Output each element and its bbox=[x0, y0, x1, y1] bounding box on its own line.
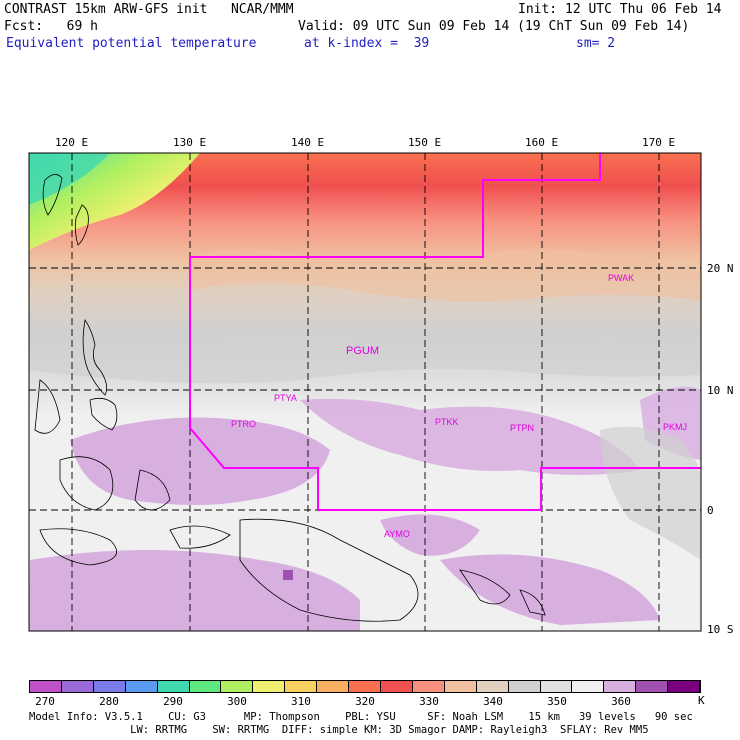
colorbar-label: 330 bbox=[419, 695, 439, 708]
colorbar-swatch bbox=[572, 681, 605, 692]
colorbar-swatch bbox=[349, 681, 381, 692]
colorbar-unit: K bbox=[698, 694, 705, 707]
station-pkmj: PKMJ bbox=[663, 422, 687, 432]
station-ptya: PTYA bbox=[274, 393, 297, 403]
lat-label: 10 N bbox=[707, 384, 734, 397]
colorbar-swatch bbox=[668, 681, 701, 692]
station-pwak: PWAK bbox=[608, 273, 634, 283]
colorbar-label: 280 bbox=[99, 695, 119, 708]
colorbar-swatch bbox=[221, 681, 254, 692]
colorbar-swatch bbox=[189, 681, 222, 692]
colorbar-label: 320 bbox=[355, 695, 375, 708]
valid-time: Valid: 09 UTC Sun 09 Feb 14 (19 ChT Sun … bbox=[298, 19, 690, 34]
colorbar-swatch bbox=[412, 681, 445, 692]
colorbar-swatch bbox=[30, 681, 62, 692]
colorbar-label: 290 bbox=[163, 695, 183, 708]
station-aymo: AYMO bbox=[384, 529, 410, 539]
colorbar-swatch bbox=[540, 681, 573, 692]
colorbar-swatch bbox=[636, 681, 669, 692]
domain-boundary bbox=[189, 153, 701, 511]
lon-label: 120 E bbox=[55, 136, 89, 149]
colorbar-swatch bbox=[604, 681, 637, 692]
station-ptkk: PTKK bbox=[435, 417, 459, 427]
lat-label: 20 N bbox=[707, 262, 734, 275]
smoothing-info: sm= 2 bbox=[576, 36, 616, 51]
colorbar-swatch bbox=[476, 681, 509, 692]
colorbar-label: 360 bbox=[611, 695, 631, 708]
init-time: Init: 12 UTC Thu 06 Feb 14 bbox=[518, 2, 722, 17]
lon-label: 140 E bbox=[291, 136, 325, 149]
colorbar-label: 310 bbox=[291, 695, 311, 708]
model-info-line1: Model Info: V3.5.1 CU: G3 MP: Thompson P… bbox=[29, 711, 693, 723]
colorbar bbox=[29, 680, 701, 693]
colorbar-swatch bbox=[253, 681, 286, 692]
colorbar-swatch bbox=[508, 681, 541, 692]
colorbar-label: 300 bbox=[227, 695, 247, 708]
colorbar-swatch bbox=[285, 681, 318, 692]
lon-label: 170 E bbox=[642, 136, 676, 149]
lon-label: 160 E bbox=[525, 136, 559, 149]
colorbar-label: 270 bbox=[35, 695, 55, 708]
station-labels: PWAK PGUM PTYA PTRO PTKK PTPN PKMJ AYMO bbox=[231, 273, 687, 539]
lat-label: 10 S bbox=[707, 623, 734, 636]
coastlines bbox=[34, 174, 546, 622]
colorbar-label: 350 bbox=[547, 695, 567, 708]
colorbar-swatch bbox=[444, 681, 477, 692]
colorbar-swatch bbox=[93, 681, 126, 692]
colorbar-labels: 270 280 290 300 310 320 330 340 350 360 bbox=[29, 695, 701, 709]
colorbar-label: 340 bbox=[483, 695, 503, 708]
colorbar-swatch bbox=[380, 681, 413, 692]
lon-label: 150 E bbox=[408, 136, 442, 149]
field-name: Equivalent potential temperature bbox=[6, 36, 257, 51]
station-ptpn: PTPN bbox=[510, 423, 534, 433]
colorbar-swatch bbox=[157, 681, 190, 692]
forecast-hour: Fcst: 69 h bbox=[4, 19, 98, 34]
lat-label: 0 bbox=[707, 504, 714, 517]
station-pgum: PGUM bbox=[346, 345, 379, 357]
model-info-line2: LW: RRTMG SW: RRTMG DIFF: simple KM: 3D … bbox=[29, 724, 649, 736]
colorbar-swatch bbox=[61, 681, 94, 692]
model-title: CONTRAST 15km ARW-GFS init NCAR/MMM bbox=[4, 2, 294, 17]
level-info: at k-index = 39 bbox=[304, 36, 430, 51]
colorbar-swatch bbox=[317, 681, 350, 692]
theta-e-field bbox=[29, 153, 701, 631]
station-ptro: PTRO bbox=[231, 419, 256, 429]
colorbar-swatch bbox=[125, 681, 158, 692]
lon-label: 130 E bbox=[173, 136, 207, 149]
plot-frame bbox=[28, 152, 702, 632]
